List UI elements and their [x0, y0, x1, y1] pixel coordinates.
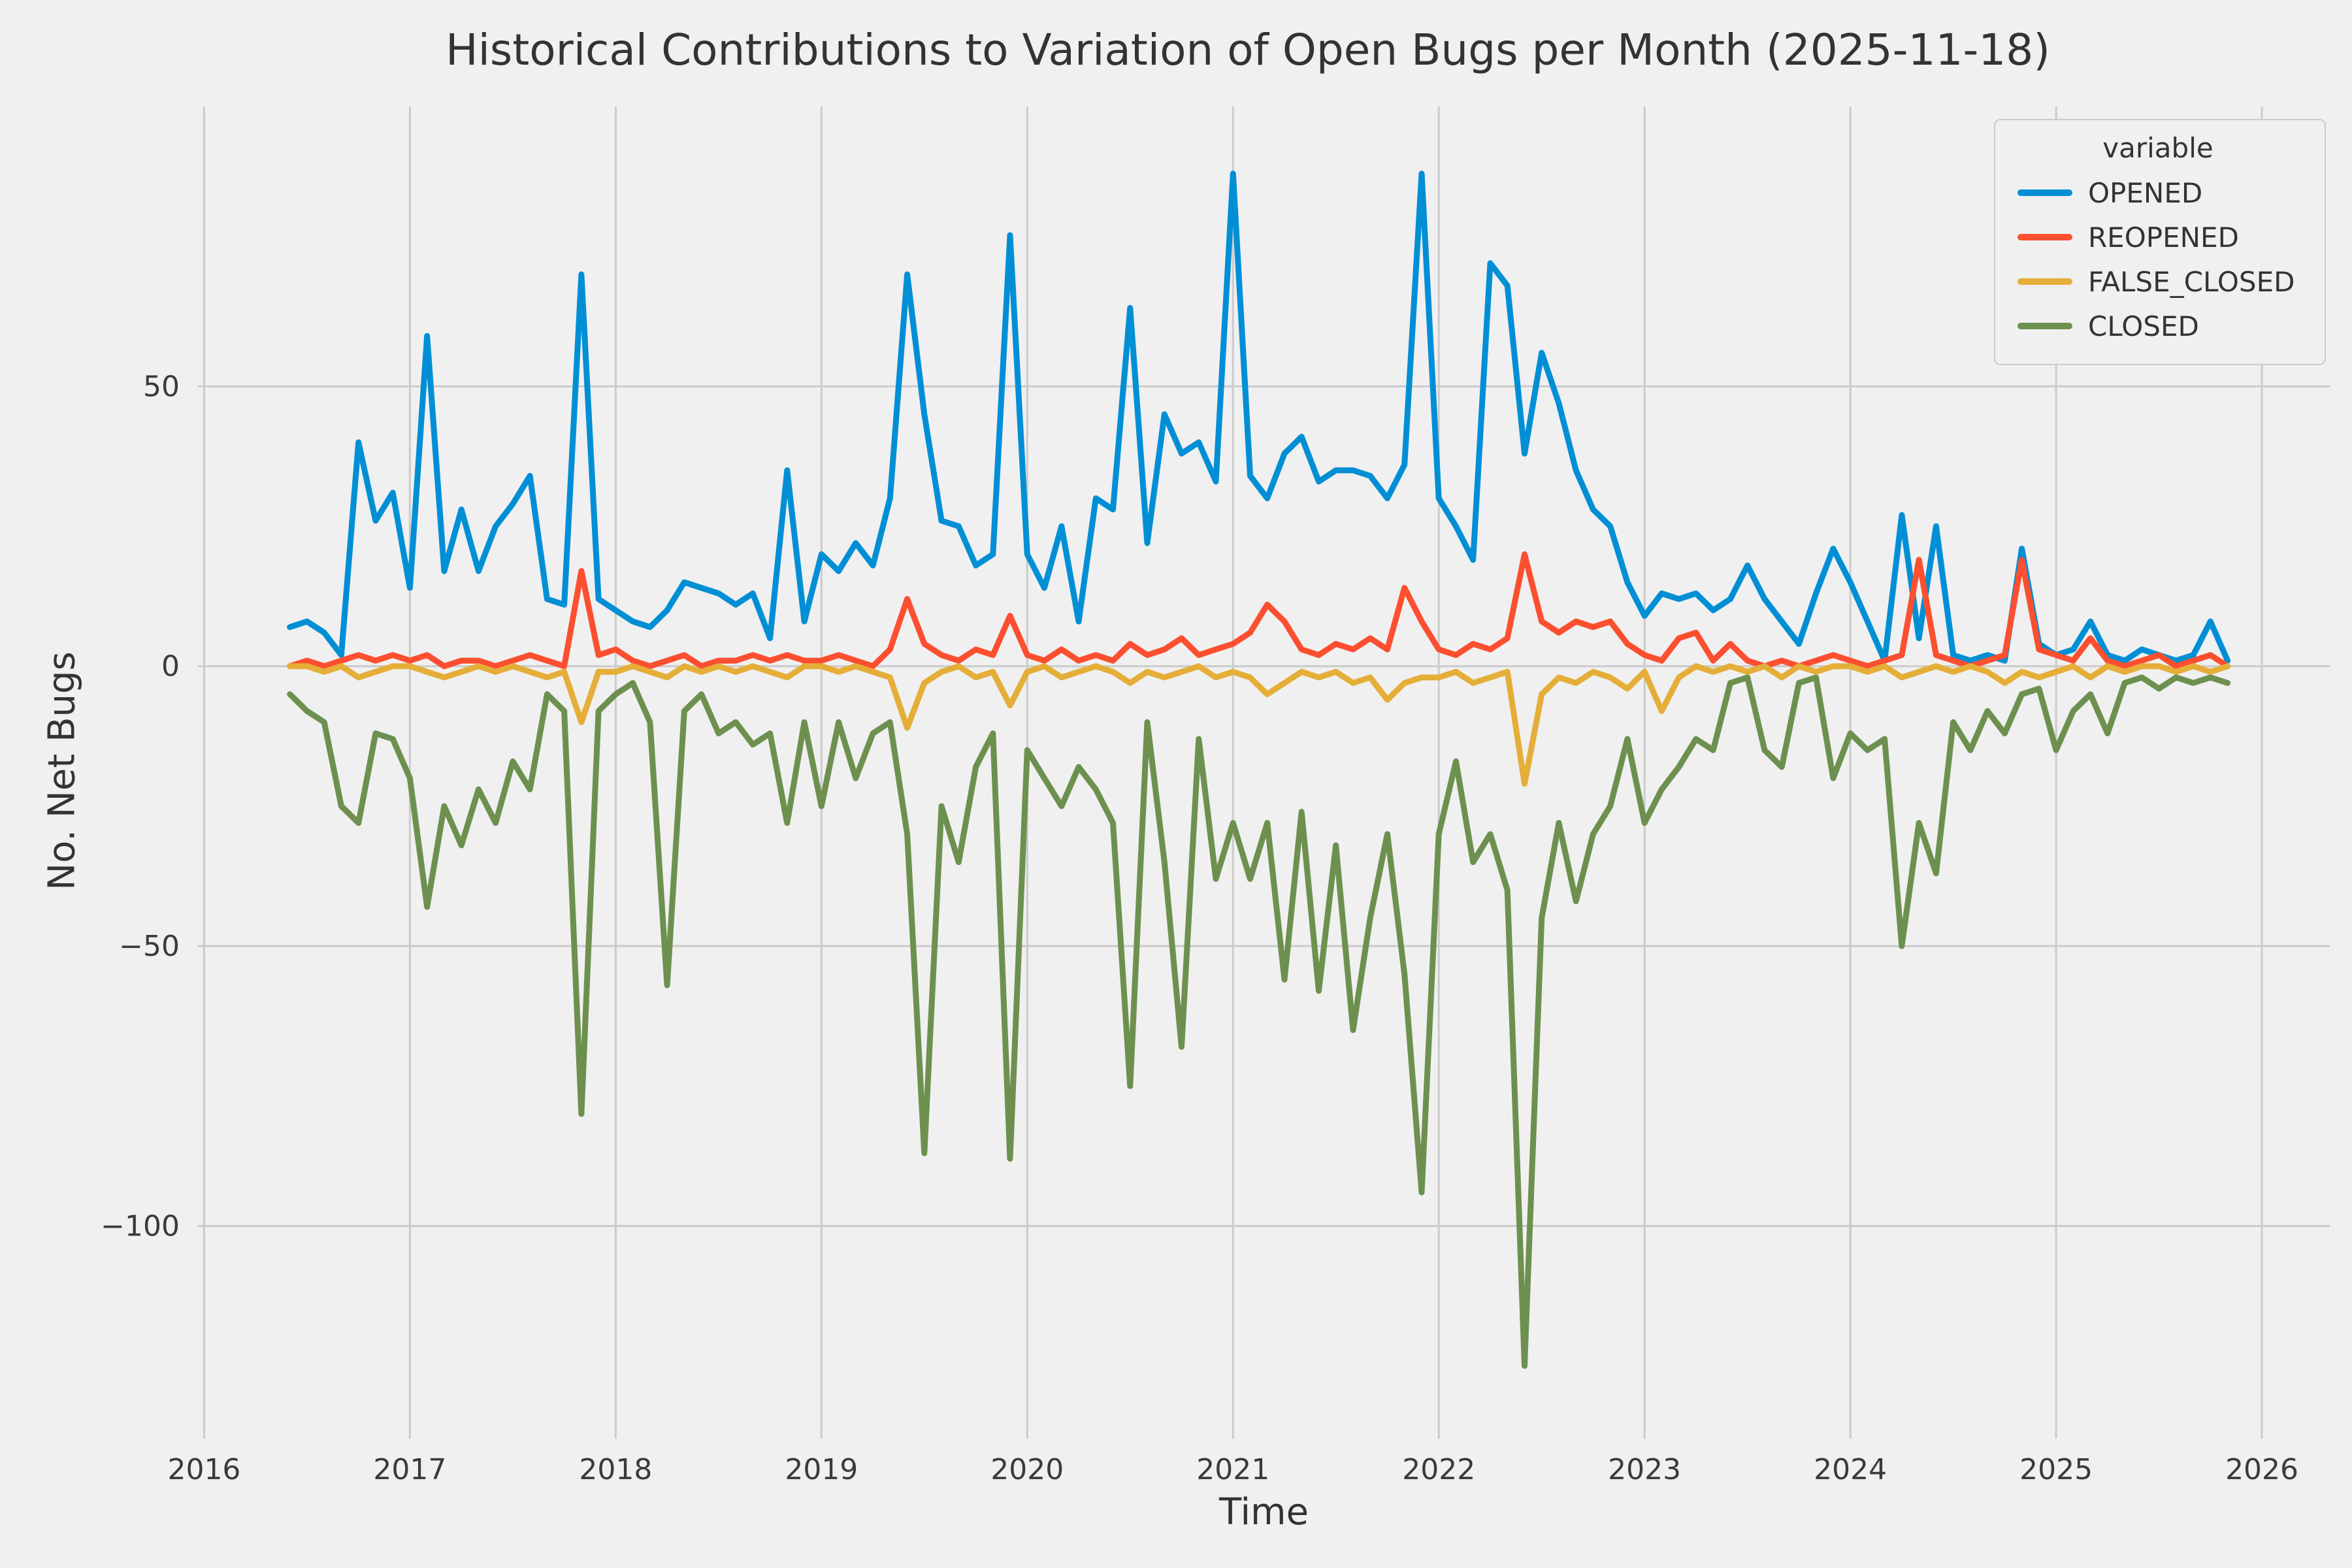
- y-tick-label: −50: [119, 930, 180, 963]
- legend-label-opened: OPENED: [2088, 176, 2203, 209]
- x-tick-label: 2016: [167, 1453, 240, 1486]
- y-tick-label: 0: [161, 650, 180, 683]
- x-tick-label: 2017: [373, 1453, 446, 1486]
- x-tick-label: 2021: [1196, 1453, 1269, 1486]
- x-tick-label: 2025: [2019, 1453, 2093, 1486]
- series-line-false_closed: [287, 663, 2231, 787]
- legend-label-false_closed: FALSE_CLOSED: [2088, 265, 2295, 298]
- legend-swatch-closed: [2017, 323, 2072, 329]
- x-tick-label: 2019: [785, 1453, 858, 1486]
- y-tick-label: −100: [101, 1209, 180, 1243]
- x-tick-label: 2026: [2225, 1453, 2298, 1486]
- legend-swatch-false_closed: [2017, 278, 2072, 285]
- y-axis-label: No. Net Bugs: [41, 651, 84, 890]
- legend-label-closed: CLOSED: [2088, 310, 2199, 342]
- x-axis-label: Time: [1218, 1491, 1309, 1533]
- legend: variable OPENED REOPENED FALSE_CLOSED CLOSE…: [1994, 119, 2326, 365]
- legend-title: variable: [2102, 132, 2213, 164]
- legend-entry-opened: OPENED: [2017, 171, 2298, 215]
- x-tick-label: 2018: [579, 1453, 652, 1486]
- legend-swatch-opened: [2017, 189, 2072, 196]
- legend-entry-false_closed: FALSE_CLOSED: [2017, 259, 2298, 304]
- legend-entry-closed: CLOSED: [2017, 304, 2298, 348]
- x-tick-label: 2024: [1814, 1453, 1887, 1486]
- series-line-closed: [287, 674, 2231, 1369]
- legend-entries: OPENED REOPENED FALSE_CLOSED CLOSED: [2017, 171, 2298, 348]
- series-line-reopened: [287, 551, 2231, 670]
- x-tick-label: 2022: [1402, 1453, 1475, 1486]
- y-tick-label: 50: [143, 370, 180, 403]
- legend-swatch-reopened: [2017, 234, 2072, 240]
- x-tick-label: 2023: [1608, 1453, 1681, 1486]
- series-line-opened: [287, 171, 2231, 664]
- legend-entry-reopened: REOPENED: [2017, 215, 2298, 259]
- chart-title: Historical Contributions to Variation of…: [445, 25, 2051, 75]
- legend-label-reopened: REOPENED: [2088, 221, 2239, 253]
- x-tick-label: 2020: [990, 1453, 1064, 1486]
